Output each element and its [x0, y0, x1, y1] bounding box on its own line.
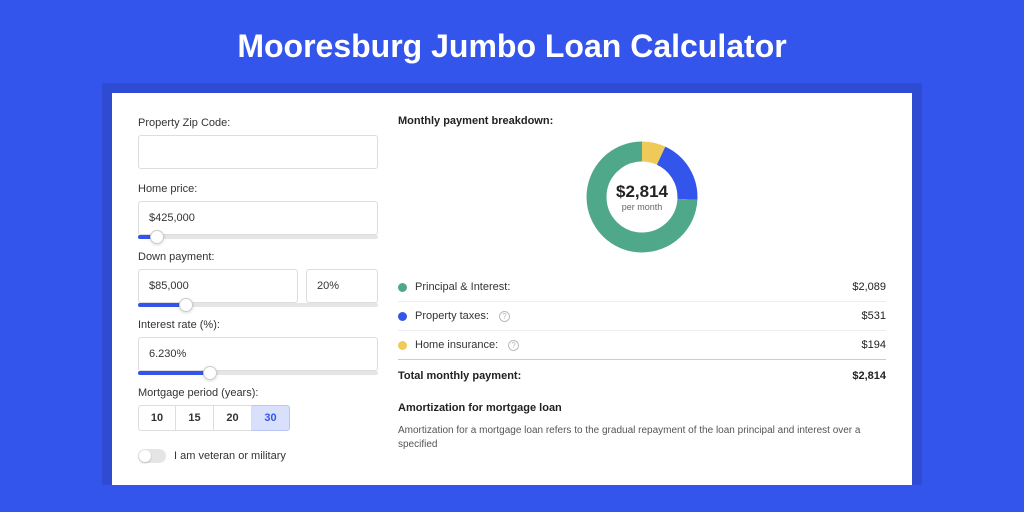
donut-sub: per month: [622, 202, 663, 212]
down-pct-input[interactable]: [306, 269, 378, 303]
total-value: $2,814: [852, 370, 886, 382]
legend-dot: [398, 312, 407, 321]
veteran-label: I am veteran or military: [174, 450, 286, 462]
amort-text: Amortization for a mortgage loan refers …: [398, 424, 886, 452]
slider-thumb[interactable]: [179, 298, 193, 312]
donut-amount: $2,814: [616, 182, 668, 202]
info-icon[interactable]: ?: [508, 340, 519, 351]
period-group: 10152030: [138, 405, 378, 431]
price-label: Home price:: [138, 183, 378, 195]
period-button-15[interactable]: 15: [176, 405, 214, 431]
period-button-30[interactable]: 30: [252, 405, 290, 431]
legend-label: Property taxes:: [415, 310, 489, 322]
page-title: Mooresburg Jumbo Loan Calculator: [237, 28, 786, 65]
rate-label: Interest rate (%):: [138, 319, 378, 331]
legend-dot: [398, 341, 407, 350]
legend-label: Home insurance:: [415, 339, 498, 351]
period-button-20[interactable]: 20: [214, 405, 252, 431]
total-label: Total monthly payment:: [398, 370, 521, 382]
legend-value: $2,089: [852, 281, 886, 293]
legend-row: Principal & Interest: $2,089: [398, 273, 886, 302]
form-panel: Property Zip Code: Home price: Down paym…: [138, 115, 378, 463]
legend-value: $194: [862, 339, 886, 351]
price-input[interactable]: [138, 201, 378, 235]
rate-slider[interactable]: [138, 371, 378, 375]
info-icon[interactable]: ?: [499, 311, 510, 322]
legend-row: Property taxes:? $531: [398, 302, 886, 331]
down-label: Down payment:: [138, 251, 378, 263]
rate-input[interactable]: [138, 337, 378, 371]
veteran-toggle[interactable]: [138, 449, 166, 463]
breakdown-panel: Monthly payment breakdown: $2,814 per mo…: [398, 115, 886, 463]
breakdown-title: Monthly payment breakdown:: [398, 115, 886, 127]
period-button-10[interactable]: 10: [138, 405, 176, 431]
legend: Principal & Interest: $2,089 Property taxe…: [398, 273, 886, 360]
calculator-card: Property Zip Code: Home price: Down paym…: [112, 93, 912, 485]
slider-thumb[interactable]: [203, 366, 217, 380]
down-input[interactable]: [138, 269, 298, 303]
down-slider[interactable]: [138, 303, 378, 307]
price-slider[interactable]: [138, 235, 378, 239]
legend-row: Home insurance:? $194: [398, 331, 886, 360]
toggle-knob: [139, 450, 151, 462]
donut-chart: $2,814 per month: [582, 137, 702, 257]
legend-label: Principal & Interest:: [415, 281, 510, 293]
zip-label: Property Zip Code:: [138, 117, 378, 129]
amort-title: Amortization for mortgage loan: [398, 402, 886, 414]
period-label: Mortgage period (years):: [138, 387, 378, 399]
legend-dot: [398, 283, 407, 292]
calculator-card-wrap: Property Zip Code: Home price: Down paym…: [102, 83, 922, 485]
legend-value: $531: [862, 310, 886, 322]
slider-thumb[interactable]: [150, 230, 164, 244]
zip-input[interactable]: [138, 135, 378, 169]
